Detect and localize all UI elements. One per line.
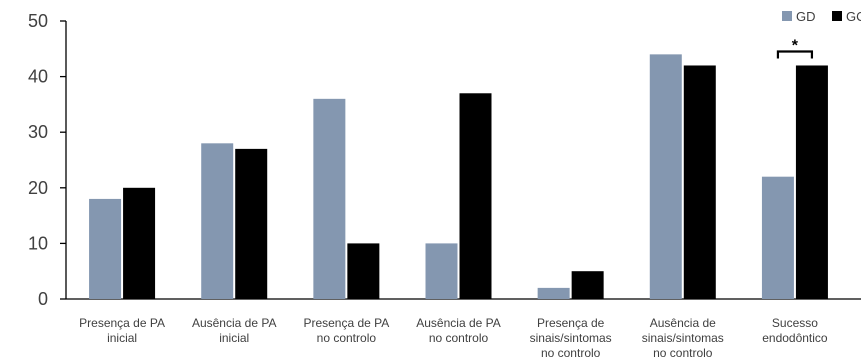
bar-gc-2 <box>347 243 380 299</box>
x-tick-label: no controlo <box>541 346 601 360</box>
significance-bracket <box>776 50 814 59</box>
bar-gc-5 <box>683 65 716 299</box>
x-tick-label: endodôntico <box>762 331 828 345</box>
y-tick-label: 40 <box>28 67 48 87</box>
bars <box>89 54 828 299</box>
y-axis: 0 10 20 30 40 50 <box>28 11 67 309</box>
legend-label-gd: GD <box>796 9 816 24</box>
x-tick-label: Ausência de <box>650 316 716 330</box>
x-tick-label: no controlo <box>653 346 713 360</box>
y-tick-label: 30 <box>28 122 48 142</box>
x-tick-label: no controlo <box>317 331 377 345</box>
x-tick-label: sinais/sintomas <box>642 331 724 345</box>
bar-gd-2 <box>313 98 346 299</box>
legend-swatch-gd <box>782 11 792 21</box>
y-tick-label: 20 <box>28 178 48 198</box>
annotations: * <box>776 37 814 59</box>
bar-gd-0 <box>89 198 122 299</box>
bar-gd-4 <box>537 287 570 299</box>
legend-swatch-gc <box>832 11 842 21</box>
x-tick-label: no controlo <box>429 331 489 345</box>
significance-asterisk: * <box>792 37 799 54</box>
legend: GD GC <box>782 9 861 24</box>
y-tick-label: 10 <box>28 233 48 253</box>
x-tick-label: Ausência de PA <box>416 316 501 330</box>
legend-label-gc: GC <box>846 9 861 24</box>
x-tick-label: sinais/sintomas <box>530 331 612 345</box>
x-tick-label: Presença de PA <box>303 316 389 330</box>
x-tick-label: Presença de PA <box>79 316 165 330</box>
y-tick-label: 0 <box>38 289 48 309</box>
x-tick-label: Sucesso <box>772 316 818 330</box>
x-tick-label: inicial <box>219 331 249 345</box>
bar-gc-3 <box>459 93 492 299</box>
bar-gd-1 <box>201 143 234 299</box>
bar-gc-1 <box>235 148 268 299</box>
bar-gd-3 <box>425 243 458 299</box>
x-tick-label: Ausência de PA <box>192 316 277 330</box>
bar-gc-6 <box>795 65 828 299</box>
bar-gd-6 <box>761 176 794 299</box>
bar-gd-5 <box>649 54 682 299</box>
y-tick-label: 50 <box>28 11 48 31</box>
x-tick-label: Presença de <box>537 316 605 330</box>
bar-gc-4 <box>571 271 604 299</box>
bar-gc-0 <box>123 187 156 299</box>
x-tick-label: inicial <box>107 331 137 345</box>
